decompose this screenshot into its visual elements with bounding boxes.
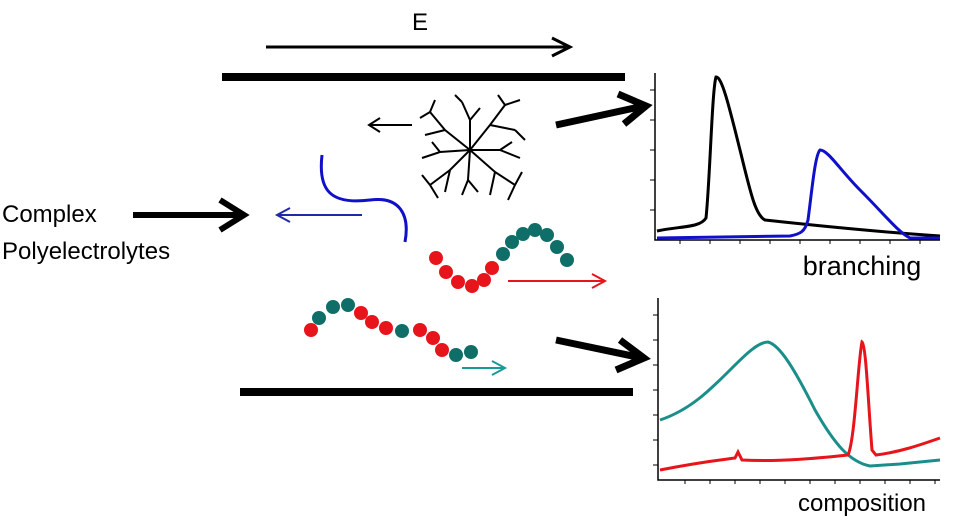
plot-bottom xyxy=(653,298,941,484)
copolymer xyxy=(429,223,608,293)
input-label: Polyelectrolytes xyxy=(2,238,170,265)
blue-arrow xyxy=(274,207,362,223)
output-arrow xyxy=(555,336,651,374)
plot-top xyxy=(650,73,941,244)
linear-polymer xyxy=(319,154,408,243)
input-label: Complex xyxy=(2,201,97,228)
field-label: E xyxy=(412,9,428,36)
input-arrow xyxy=(133,197,250,233)
field-arrow xyxy=(266,36,574,58)
output-arrow xyxy=(555,90,653,129)
branched-polymer xyxy=(367,94,526,201)
plot-label: composition xyxy=(798,490,926,517)
plot-label: branching xyxy=(803,251,922,281)
copolymer xyxy=(304,298,508,376)
